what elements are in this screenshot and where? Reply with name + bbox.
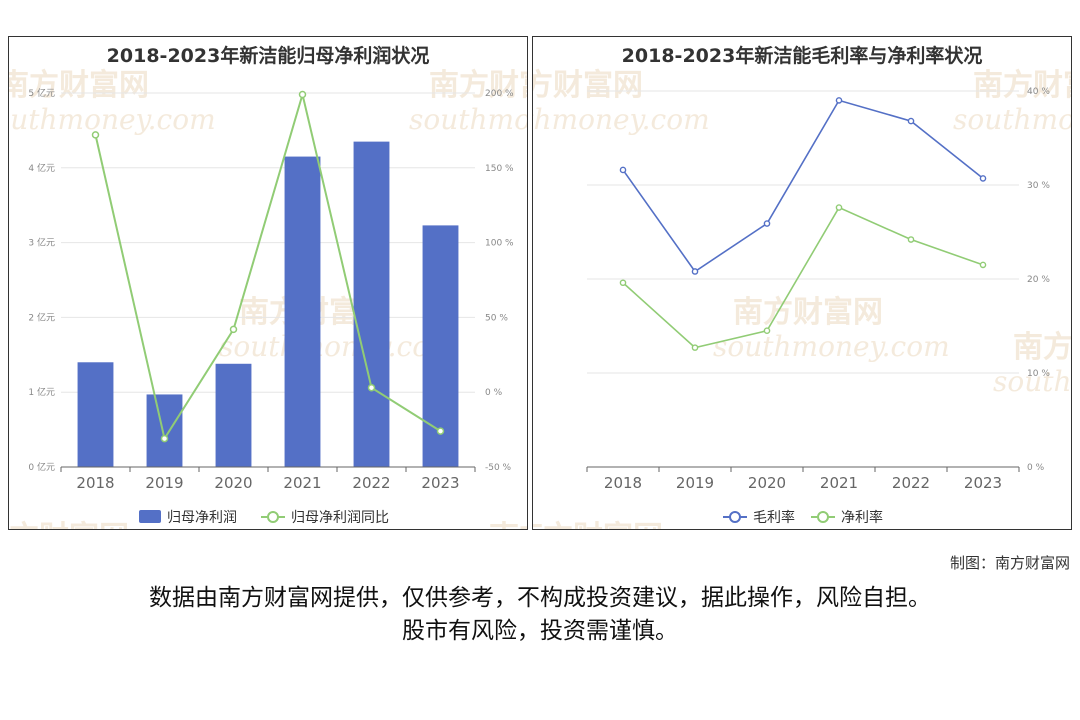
disclaimer-line-1: 数据由南方财富网提供，仅供参考，不构成投资建议，据此操作，风险自担。 <box>149 585 931 611</box>
y-tick-left: 5 亿元 <box>28 87 55 99</box>
watermark-en: southmoney.com <box>219 330 456 363</box>
yoy-point <box>367 383 376 392</box>
watermark-en: southmoney.com <box>533 103 710 136</box>
bar <box>77 362 114 467</box>
legend-label: 归母净利润 <box>167 509 237 526</box>
gross-margin-point <box>979 175 987 182</box>
yoy-point <box>298 90 307 99</box>
y-tick-right: 0 % <box>485 388 503 398</box>
x-tick-label: 2020 <box>214 474 252 492</box>
chart-title-net-profit: 2018-2023年新洁能归母净利润状况 <box>106 45 430 67</box>
net-margin-point <box>763 327 771 335</box>
yoy-point <box>229 325 238 334</box>
watermark-cn: 南方财富网 <box>533 68 643 103</box>
y-tick-right: 150 % <box>485 164 514 174</box>
watermark-cn: 南方财富网 <box>1013 330 1072 365</box>
net-margin-point <box>907 236 915 243</box>
legend-swatch-marker <box>817 511 829 523</box>
watermark-cn: 南方财富网 <box>9 68 149 103</box>
gross-margin-point <box>835 97 843 104</box>
x-tick-label: 2021 <box>820 474 858 492</box>
watermark-en: southmoney.com <box>9 103 216 136</box>
x-tick-label: 2022 <box>352 474 390 492</box>
watermark-cn: 南方财富网 <box>973 68 1072 103</box>
grid-lines <box>61 92 475 393</box>
y-tick-right: 20 % <box>1027 275 1050 285</box>
chart-panel-net-profit: 南方财富网southmoney.com南方财富网southmoney.com南方… <box>8 36 528 530</box>
yoy-point <box>91 131 100 139</box>
gross-margin-point <box>763 220 771 227</box>
legend-swatch-bar <box>139 510 161 523</box>
x-tick-label: 2020 <box>748 474 786 492</box>
x-tick-label: 2019 <box>145 474 183 492</box>
watermark-cn: 南方财富网 <box>9 520 129 530</box>
margins-chart-svg: 南方财富网southmoney.com南方财富网southmoney.com南方… <box>533 68 1072 530</box>
chart-panel-margins: 南方财富网southmoney.com南方财富网southmoney.com南方… <box>532 36 1072 530</box>
legend-label: 净利率 <box>841 509 883 526</box>
x-tick-label: 2018 <box>604 474 642 492</box>
gross-margin-point <box>907 117 915 125</box>
net-margin-point <box>835 204 843 211</box>
watermark-cn: 南方财富网 <box>533 520 663 530</box>
y-tick-left: 2 亿元 <box>28 311 55 323</box>
disclaimer-line-2: 股市有风险，投资需谨慎。 <box>402 618 678 644</box>
y-tick-right: 100 % <box>485 239 514 249</box>
yoy-point <box>160 434 169 443</box>
x-tick-label: 2021 <box>283 474 321 492</box>
x-tick-label: 2022 <box>892 474 930 492</box>
y-tick-right: 200 % <box>485 89 514 99</box>
yoy-line <box>94 90 442 442</box>
bar <box>353 141 390 467</box>
y-tick-left: 0 亿元 <box>28 461 55 473</box>
chart-title-margins: 2018-2023年新洁能毛利率与净利率状况 <box>621 45 983 67</box>
net-margin-point <box>979 261 987 269</box>
y-tick-right: 50 % <box>485 313 508 323</box>
legend-swatch-marker <box>729 511 741 523</box>
bar <box>215 363 252 467</box>
y-tick-right: 0 % <box>1027 463 1045 473</box>
net-margin-line <box>622 206 984 349</box>
legend-label: 毛利率 <box>753 509 795 526</box>
y-tick-left: 4 亿元 <box>28 162 55 174</box>
bar <box>146 394 183 467</box>
y-tick-left: 1 亿元 <box>28 386 55 398</box>
net-profit-chart-svg: 南方财富网southmoney.com南方财富网southmoney.com南方… <box>9 68 528 530</box>
gross-margin-point <box>619 166 627 174</box>
watermark-en: southmoney.com <box>993 365 1072 398</box>
yoy-point <box>436 427 445 435</box>
legend-swatch-marker <box>267 511 279 523</box>
watermark-en: southmoney.com <box>713 330 950 363</box>
watermark-en: southmoney.com <box>953 103 1072 136</box>
y-tick-right: 40 % <box>1027 87 1050 97</box>
x-tick-label: 2019 <box>676 474 714 492</box>
x-tick-label: 2023 <box>421 474 459 492</box>
watermark-en: southmoney.com <box>409 103 528 136</box>
y-tick-right: 10 % <box>1027 369 1050 379</box>
gross-margin-point <box>691 268 699 275</box>
disclaimer: 数据由南方财富网提供，仅供参考，不构成投资建议，据此操作，风险自担。 股市有风险… <box>0 582 1080 648</box>
net-margin-point <box>619 279 627 287</box>
y-tick-left: 3 亿元 <box>28 237 55 249</box>
watermark-cn: 南方财富网 <box>489 520 528 530</box>
x-tick-label: 2023 <box>964 474 1002 492</box>
chart-credit: 制图：南方财富网 <box>949 554 1070 572</box>
watermark-cn: 南方财富网 <box>429 68 528 103</box>
grid-lines <box>587 90 1019 374</box>
watermark-cn: 南方财富网 <box>733 295 883 330</box>
bar <box>284 156 321 467</box>
x-tick-label: 2018 <box>76 474 114 492</box>
y-tick-right: -50 % <box>485 463 512 473</box>
net-margin-point <box>691 344 699 351</box>
watermark-layer: 南方财富网southmoney.com南方财富网southmoney.com南方… <box>533 68 1072 530</box>
y-tick-right: 30 % <box>1027 181 1050 191</box>
bar <box>422 225 459 467</box>
gross-margin-line <box>622 99 984 273</box>
legend-label: 归母净利润同比 <box>291 509 389 526</box>
